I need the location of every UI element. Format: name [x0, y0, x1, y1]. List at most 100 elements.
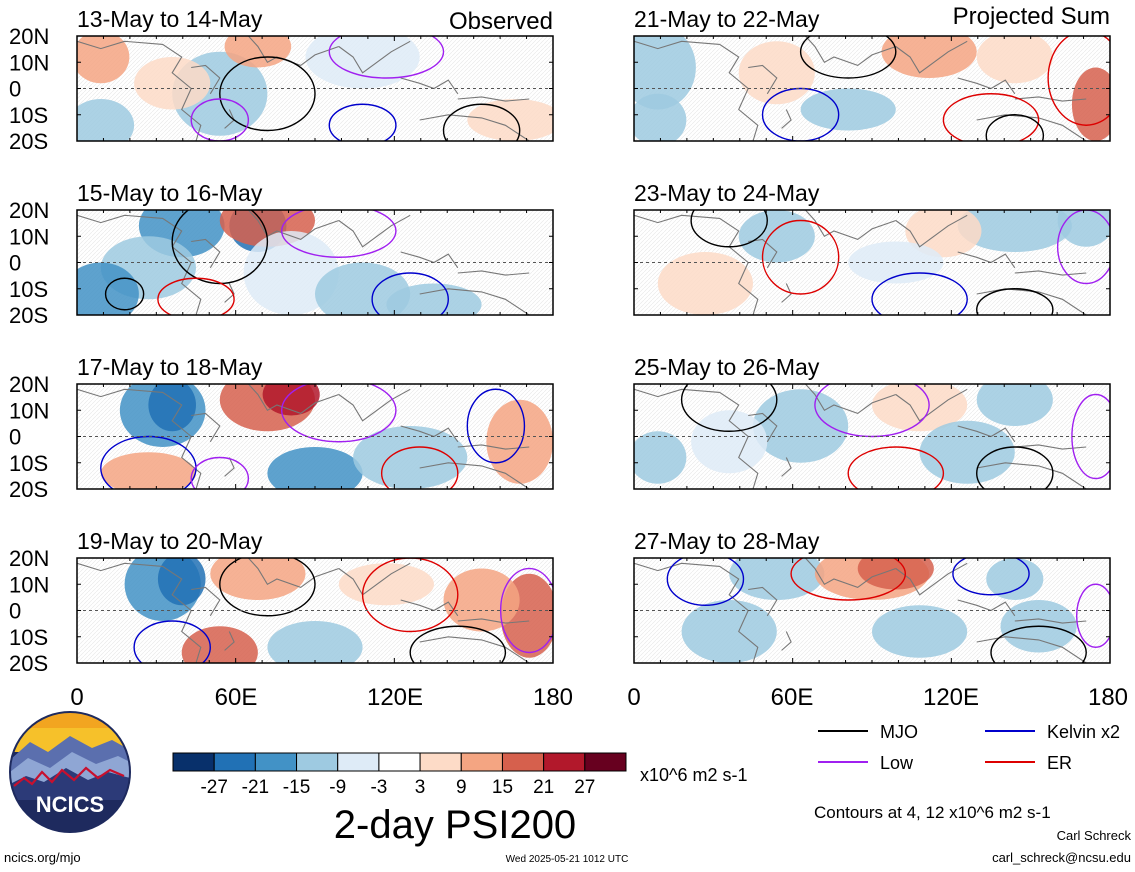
colorbar-tick-label: -15: [283, 777, 310, 798]
coastline: [748, 238, 778, 269]
footer-email[interactable]: carl_schreck@ncsu.edu: [992, 850, 1131, 865]
coastline: [247, 384, 339, 415]
lat-label: 20S: [9, 477, 48, 502]
wave-contour: [680, 384, 778, 432]
colorbar-swatch: [378, 752, 421, 772]
colorbar-swatch: [213, 752, 256, 772]
anomaly-shading: [386, 283, 482, 315]
lat-label: 0: [9, 599, 21, 624]
lat-label: 10S: [9, 451, 48, 476]
wave-contour: [100, 435, 197, 489]
legend-label-mjo: MJO: [880, 722, 918, 742]
wave-contour: [952, 558, 1030, 596]
lat-label: 20S: [9, 651, 48, 676]
footer-author: Carl Schreck: [1057, 828, 1132, 843]
lat-label: 20N: [9, 198, 49, 223]
wave-contour: [328, 36, 445, 79]
lat-label: 20N: [9, 372, 49, 397]
lon-label: 60E: [215, 684, 258, 711]
logo-text: NCICS: [36, 792, 104, 817]
anomaly-shading: [986, 558, 1044, 600]
coastline: [419, 462, 530, 489]
anomaly-shading: [857, 558, 934, 590]
lat-label: 20N: [9, 24, 49, 49]
wave-contour: [157, 277, 235, 315]
wave-contour: [380, 446, 459, 489]
wave-contour: [799, 36, 897, 79]
colorbar-swatch: [254, 752, 298, 772]
wave-contour: [280, 210, 397, 258]
anomaly-shading: [338, 563, 434, 606]
anomaly-shading: [181, 626, 258, 663]
lon-label: 60E: [771, 684, 814, 711]
wave-contour: [328, 103, 397, 141]
lat-label: 10N: [9, 50, 49, 75]
lat-label: 10S: [9, 625, 48, 650]
anomaly-shading: [467, 99, 553, 141]
anomaly-shading: [634, 36, 696, 110]
legend-label-er: ER: [1047, 753, 1072, 773]
contours-note: Contours at 4, 12 x10^6 m2 s-1: [814, 803, 1051, 822]
column-header-projected: Projected Sum: [953, 3, 1110, 30]
map-panel: 23-May to 24-May: [633, 180, 1111, 316]
coastline: [976, 636, 1087, 663]
anomaly-shading: [443, 568, 520, 632]
coastline: [1014, 96, 1087, 102]
wave-contour: [942, 93, 1040, 141]
lon-label: 120E: [367, 684, 423, 711]
wave-contour: [666, 558, 745, 606]
anomaly-shading: [957, 210, 1072, 252]
wave-contour: [976, 288, 1054, 315]
lat-label: 20S: [9, 129, 48, 154]
coastline: [748, 412, 778, 443]
coastline: [634, 388, 759, 489]
wave-contour: [871, 272, 968, 315]
colorbar-tick-label: 3: [415, 777, 426, 798]
anomaly-shading: [905, 210, 982, 258]
wave-contour: [1071, 393, 1110, 480]
coastline: [781, 631, 792, 651]
colorbar-units: x10^6 m2 s-1: [640, 765, 748, 785]
anomaly-shading: [634, 431, 687, 484]
lon-label: 0: [627, 684, 640, 711]
colorbar: -27 -21 -15 -9 -3 3 9 15 21 27: [172, 752, 627, 798]
colorbar-swatch: [337, 752, 380, 772]
panel-date-label: 25-May to 26-May: [634, 354, 820, 380]
panel-date-label: 27-May to 28-May: [634, 528, 820, 554]
colorbar-swatch: [460, 752, 503, 772]
coastline: [457, 96, 530, 102]
coastline: [804, 210, 896, 241]
map-panel: 21-May to 22-May: [633, 6, 1111, 142]
anomaly-shading: [267, 447, 363, 489]
wave-contour: [1047, 36, 1110, 126]
wave-contour: [466, 388, 526, 464]
coastline: [1014, 270, 1087, 276]
anomaly-shading: [753, 389, 849, 463]
anomaly-shading: [657, 252, 754, 315]
lon-label: 120E: [923, 684, 979, 711]
anomaly-shading: [1071, 67, 1110, 141]
lat-label: 10S: [9, 277, 48, 302]
wave-contour: [442, 103, 521, 141]
ncics-logo: NCICS: [9, 711, 131, 833]
footer-url[interactable]: ncics.org/mjo: [4, 850, 81, 865]
coastline: [457, 444, 530, 450]
coastline: [191, 586, 221, 617]
panel-date-label: 17-May to 18-May: [77, 354, 263, 380]
anomaly-shading: [486, 399, 553, 484]
coastline: [1014, 618, 1087, 624]
wave-contour: [761, 87, 840, 141]
coastline: [457, 618, 530, 624]
coastline: [77, 388, 202, 489]
coastline: [419, 636, 530, 663]
lat-label: 0: [9, 251, 21, 276]
anomaly-shading: [77, 36, 130, 84]
lat-label: 20S: [9, 303, 48, 328]
coastline: [804, 558, 896, 589]
coastline: [634, 40, 759, 141]
anomaly-shading: [100, 452, 196, 489]
coastline: [191, 412, 221, 443]
colorbar-swatch: [501, 752, 545, 772]
